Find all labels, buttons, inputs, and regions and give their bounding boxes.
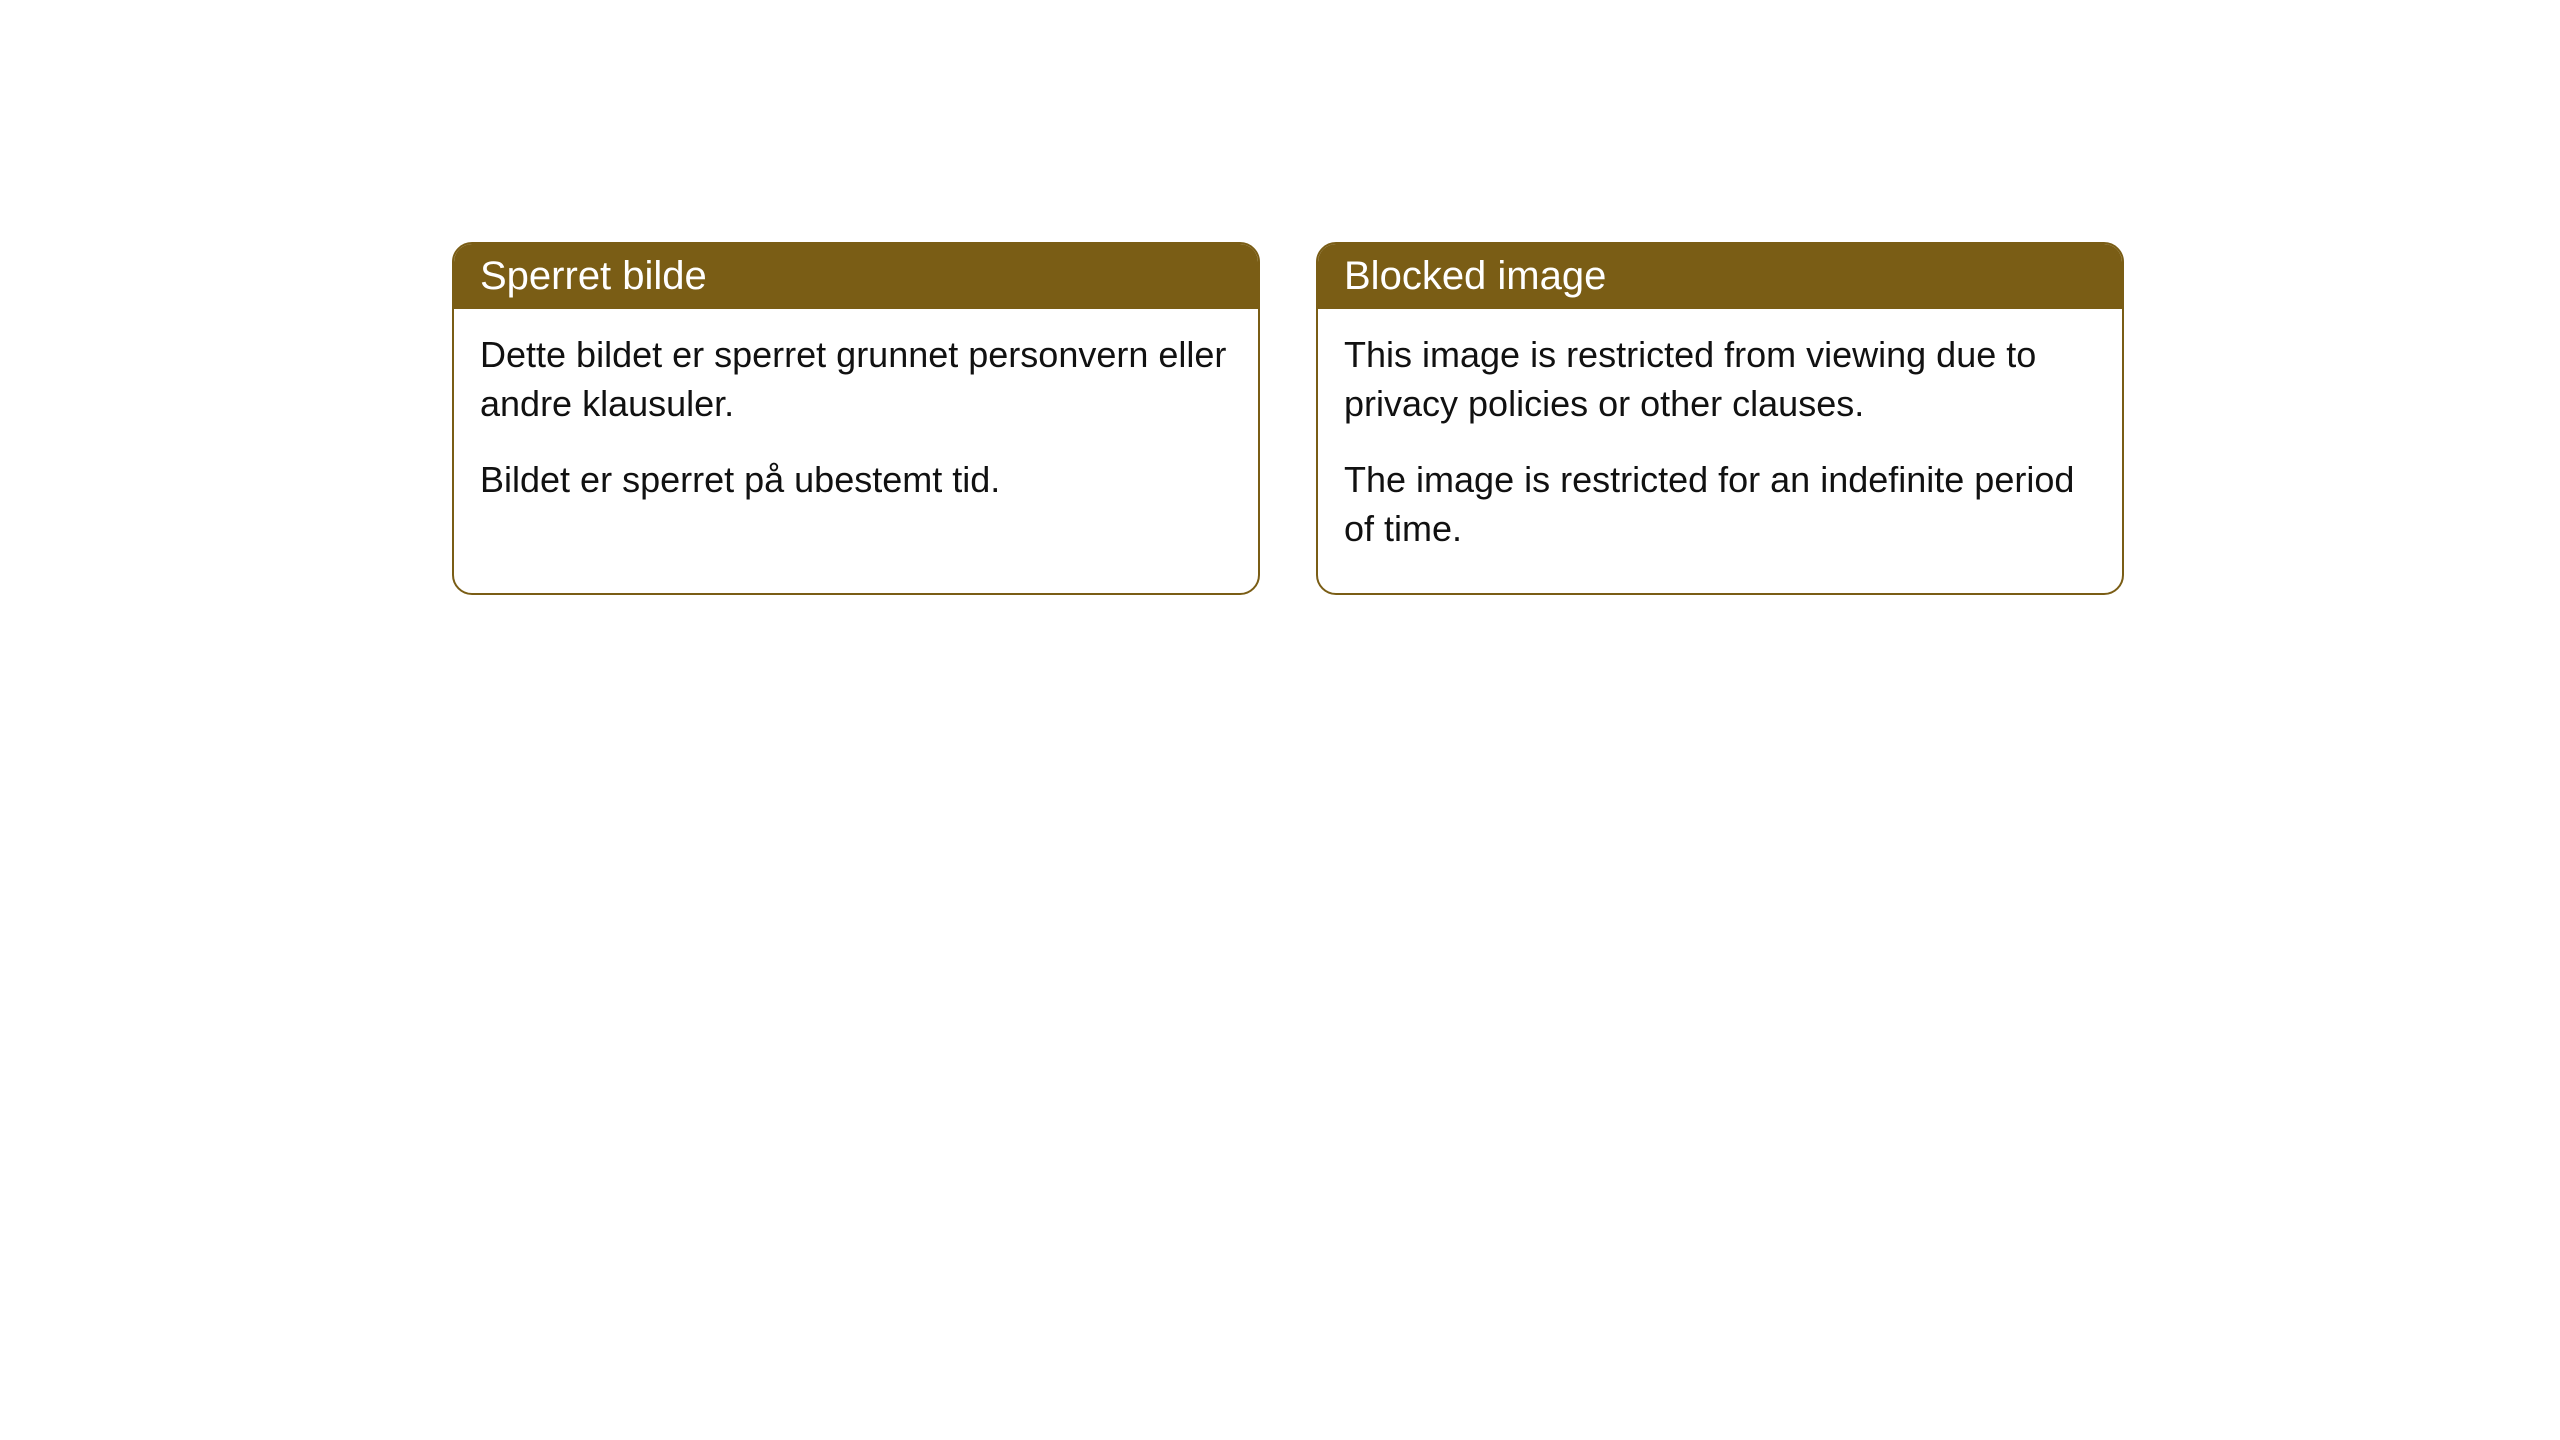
card-header: Blocked image (1318, 244, 2122, 309)
card-paragraph: This image is restricted from viewing du… (1344, 331, 2096, 428)
notice-card-norwegian: Sperret bilde Dette bildet er sperret gr… (452, 242, 1260, 595)
card-header: Sperret bilde (454, 244, 1258, 309)
card-body: Dette bildet er sperret grunnet personve… (454, 309, 1258, 545)
card-title: Blocked image (1344, 254, 1606, 298)
card-paragraph: Dette bildet er sperret grunnet personve… (480, 331, 1232, 428)
notice-card-english: Blocked image This image is restricted f… (1316, 242, 2124, 595)
card-paragraph: The image is restricted for an indefinit… (1344, 456, 2096, 553)
card-body: This image is restricted from viewing du… (1318, 309, 2122, 593)
card-paragraph: Bildet er sperret på ubestemt tid. (480, 456, 1232, 505)
card-title: Sperret bilde (480, 254, 707, 298)
notice-cards-container: Sperret bilde Dette bildet er sperret gr… (452, 242, 2124, 595)
